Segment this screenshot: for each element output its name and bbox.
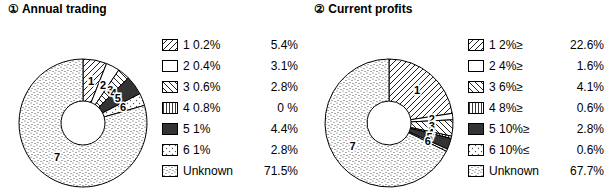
html-text:0.6%: 0.6% [576,101,604,115]
html-text:4.1%: 4.1% [576,80,604,94]
svg-text:2: 2 [100,79,106,91]
html-text:6 1%: 6 1% [183,143,211,157]
html-text:Unknown: Unknown [489,164,539,178]
svg-text:1: 1 [88,75,94,87]
svg-text:7: 7 [349,140,355,152]
html-text:71.5%: 71.5% [264,164,298,178]
svg-text:1: 1 [414,84,420,96]
html-text:0.6%: 0.6% [576,143,604,157]
html-text:2.8%: 2.8% [270,80,298,94]
svg-text:6: 6 [425,135,431,147]
svg-text:7: 7 [54,151,60,163]
html-text:5.4%: 5.4% [270,38,298,52]
html-text:3.1%: 3.1% [270,59,298,73]
html-text:4.4%: 4.4% [270,122,298,136]
html-text:0 %: 0 % [277,101,298,115]
html-text:3 0.6%: 3 0.6% [183,80,221,94]
html-text:2.8%: 2.8% [576,122,604,136]
html-text:1 2%≥: 1 2%≥ [489,38,523,52]
svg-text:5: 5 [114,91,121,104]
html-text:1 0.2%: 1 0.2% [183,38,221,52]
html-text:2 4%≥: 2 4%≥ [489,59,523,73]
html-text:① Annual trading: ① Annual trading [8,2,107,16]
svg-text:6: 6 [120,101,126,113]
html-text:2 0.4%: 2 0.4% [183,59,221,73]
html-text:5 1%: 5 1% [183,122,211,136]
html-text:5 10%≥: 5 10%≥ [489,122,530,136]
html-text:67.7%: 67.7% [570,164,604,178]
html-text:4 0.8%: 4 0.8% [183,101,221,115]
html-text:22.6%: 22.6% [570,38,604,52]
html-text:6 10%≤: 6 10%≤ [489,143,530,157]
html-text:Unknown: Unknown [183,164,233,178]
html-text:② Current profits: ② Current profits [314,2,413,16]
html-text:1.6%: 1.6% [576,59,604,73]
svg-text:2: 2 [428,112,435,125]
html-text:3 6%≥: 3 6%≥ [489,80,523,94]
html-text:2.8%: 2.8% [270,143,298,157]
html-text:4 8%≥: 4 8%≥ [489,101,523,115]
